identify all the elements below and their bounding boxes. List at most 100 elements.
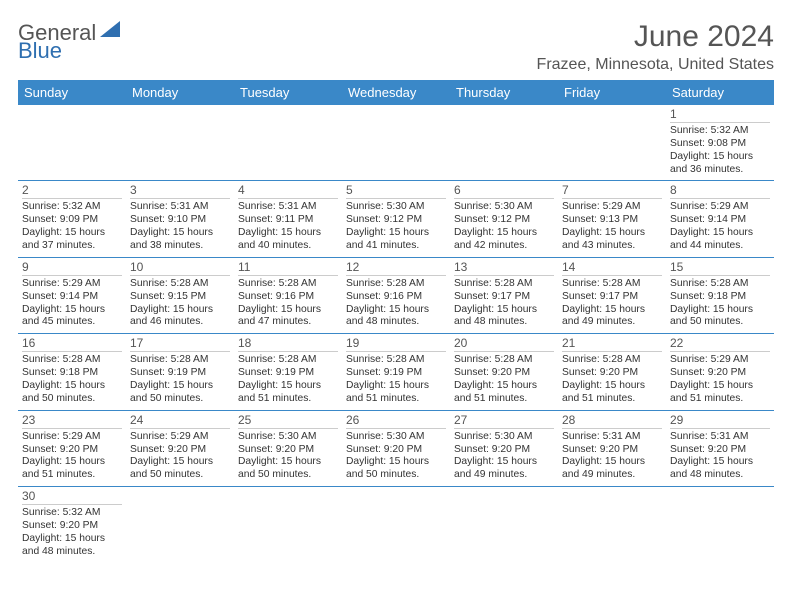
calendar-row: 1 Sunrise: 5:32 AMSunset: 9:08 PMDaylight…: [18, 105, 774, 181]
calendar-cell-empty: [558, 487, 666, 563]
calendar-cell: 20 Sunrise: 5:28 AMSunset: 9:20 PMDayligh…: [450, 334, 558, 410]
day-number: 1: [670, 107, 770, 123]
calendar-cell: 2 Sunrise: 5:32 AMSunset: 9:09 PMDaylight…: [18, 181, 126, 257]
sail-icon: [100, 21, 120, 37]
calendar-cell: 26 Sunrise: 5:30 AMSunset: 9:20 PMDayligh…: [342, 410, 450, 486]
day-number: 30: [22, 489, 122, 505]
month-title: June 2024: [537, 20, 774, 54]
day-number: 2: [22, 183, 122, 199]
day-details: Sunrise: 5:28 AMSunset: 9:20 PMDaylight:…: [562, 354, 662, 405]
day-details: Sunrise: 5:30 AMSunset: 9:20 PMDaylight:…: [238, 431, 338, 482]
day-details: Sunrise: 5:30 AMSunset: 9:12 PMDaylight:…: [346, 201, 446, 252]
day-number: 17: [130, 336, 230, 352]
day-number: 19: [346, 336, 446, 352]
day-details: Sunrise: 5:29 AMSunset: 9:20 PMDaylight:…: [130, 431, 230, 482]
calendar-cell: 9Sunrise: 5:29 AMSunset: 9:14 PMDaylight…: [18, 257, 126, 333]
calendar-cell-empty: [126, 487, 234, 563]
day-number: 5: [346, 183, 446, 199]
calendar-cell: 28Sunrise: 5:31 AMSunset: 9:20 PMDayligh…: [558, 410, 666, 486]
day-details: Sunrise: 5:31 AMSunset: 9:20 PMDaylight:…: [670, 431, 770, 482]
calendar-cell: 25 Sunrise: 5:30 AMSunset: 9:20 PMDayligh…: [234, 410, 342, 486]
calendar-cell-empty: [450, 487, 558, 563]
day-number: 14: [562, 260, 662, 276]
day-details: Sunrise: 5:31 AMSunset: 9:20 PMDaylight:…: [562, 431, 662, 482]
calendar-table: SundayMondayTuesdayWednesdayThursdayFrid…: [18, 80, 774, 563]
calendar-row: 30 Sunrise: 5:32 AMSunset: 9:20 PMDayligh…: [18, 487, 774, 563]
calendar-cell: 22Sunrise: 5:29 AMSunset: 9:20 PMDayligh…: [666, 334, 774, 410]
calendar-cell: 18 Sunrise: 5:28 AMSunset: 9:19 PMDayligh…: [234, 334, 342, 410]
day-number: 20: [454, 336, 554, 352]
calendar-cell-empty: [18, 105, 126, 181]
calendar-cell: 4Sunrise: 5:31 AMSunset: 9:11 PMDaylight…: [234, 181, 342, 257]
day-header: Thursday: [450, 80, 558, 105]
day-number: 16: [22, 336, 122, 352]
calendar-cell: 21 Sunrise: 5:28 AMSunset: 9:20 PMDayligh…: [558, 334, 666, 410]
calendar-cell: 24Sunrise: 5:29 AMSunset: 9:20 PMDayligh…: [126, 410, 234, 486]
calendar-cell: 11 Sunrise: 5:28 AMSunset: 9:16 PMDayligh…: [234, 257, 342, 333]
day-number: 12: [346, 260, 446, 276]
calendar-cell-empty: [234, 105, 342, 181]
calendar-cell: 5 Sunrise: 5:30 AMSunset: 9:12 PMDaylight…: [342, 181, 450, 257]
day-number: 4: [238, 183, 338, 199]
calendar-cell: 30 Sunrise: 5:32 AMSunset: 9:20 PMDayligh…: [18, 487, 126, 563]
calendar-cell: 8 Sunrise: 5:29 AMSunset: 9:14 PMDaylight…: [666, 181, 774, 257]
calendar-cell-empty: [450, 105, 558, 181]
calendar-row: 23 Sunrise: 5:29 AMSunset: 9:20 PMDayligh…: [18, 410, 774, 486]
calendar-head: SundayMondayTuesdayWednesdayThursdayFrid…: [18, 80, 774, 105]
day-details: Sunrise: 5:32 AMSunset: 9:09 PMDaylight:…: [22, 201, 122, 252]
calendar-cell-empty: [234, 487, 342, 563]
day-header: Saturday: [666, 80, 774, 105]
day-details: Sunrise: 5:28 AMSunset: 9:20 PMDaylight:…: [454, 354, 554, 405]
calendar-cell: 6 Sunrise: 5:30 AMSunset: 9:12 PMDaylight…: [450, 181, 558, 257]
day-number: 8: [670, 183, 770, 199]
title-block: June 2024 Frazee, Minnesota, United Stat…: [537, 20, 774, 74]
day-number: 18: [238, 336, 338, 352]
day-number: 27: [454, 413, 554, 429]
day-number: 15: [670, 260, 770, 276]
day-header: Friday: [558, 80, 666, 105]
calendar-body: 1 Sunrise: 5:32 AMSunset: 9:08 PMDaylight…: [18, 105, 774, 563]
calendar-cell-empty: [342, 105, 450, 181]
calendar-cell: 7Sunrise: 5:29 AMSunset: 9:13 PMDaylight…: [558, 181, 666, 257]
day-details: Sunrise: 5:28 AMSunset: 9:19 PMDaylight:…: [346, 354, 446, 405]
day-number: 26: [346, 413, 446, 429]
day-number: 23: [22, 413, 122, 429]
calendar-cell: 17Sunrise: 5:28 AMSunset: 9:19 PMDayligh…: [126, 334, 234, 410]
day-number: 25: [238, 413, 338, 429]
calendar-cell-empty: [666, 487, 774, 563]
day-number: 6: [454, 183, 554, 199]
calendar-cell: 16Sunrise: 5:28 AMSunset: 9:18 PMDayligh…: [18, 334, 126, 410]
day-details: Sunrise: 5:30 AMSunset: 9:12 PMDaylight:…: [454, 201, 554, 252]
calendar-row: 16Sunrise: 5:28 AMSunset: 9:18 PMDayligh…: [18, 334, 774, 410]
day-details: Sunrise: 5:29 AMSunset: 9:14 PMDaylight:…: [670, 201, 770, 252]
day-details: Sunrise: 5:30 AMSunset: 9:20 PMDaylight:…: [346, 431, 446, 482]
day-details: Sunrise: 5:32 AMSunset: 9:20 PMDaylight:…: [22, 507, 122, 558]
day-header: Tuesday: [234, 80, 342, 105]
day-details: Sunrise: 5:31 AMSunset: 9:10 PMDaylight:…: [130, 201, 230, 252]
day-details: Sunrise: 5:28 AMSunset: 9:19 PMDaylight:…: [238, 354, 338, 405]
day-details: Sunrise: 5:29 AMSunset: 9:20 PMDaylight:…: [22, 431, 122, 482]
day-number: 11: [238, 260, 338, 276]
page-header: General June 2024 Frazee, Minnesota, Uni…: [18, 20, 774, 74]
calendar-row: 2 Sunrise: 5:32 AMSunset: 9:09 PMDaylight…: [18, 181, 774, 257]
calendar-cell: 15Sunrise: 5:28 AMSunset: 9:18 PMDayligh…: [666, 257, 774, 333]
day-number: 29: [670, 413, 770, 429]
day-details: Sunrise: 5:30 AMSunset: 9:20 PMDaylight:…: [454, 431, 554, 482]
day-header: Sunday: [18, 80, 126, 105]
day-number: 22: [670, 336, 770, 352]
day-number: 21: [562, 336, 662, 352]
calendar-cell: 12Sunrise: 5:28 AMSunset: 9:16 PMDayligh…: [342, 257, 450, 333]
day-number: 9: [22, 260, 122, 276]
day-details: Sunrise: 5:28 AMSunset: 9:17 PMDaylight:…: [562, 278, 662, 329]
calendar-cell: 23 Sunrise: 5:29 AMSunset: 9:20 PMDayligh…: [18, 410, 126, 486]
calendar-cell-empty: [342, 487, 450, 563]
day-details: Sunrise: 5:32 AMSunset: 9:08 PMDaylight:…: [670, 125, 770, 176]
calendar-cell: 14 Sunrise: 5:28 AMSunset: 9:17 PMDayligh…: [558, 257, 666, 333]
day-details: Sunrise: 5:28 AMSunset: 9:16 PMDaylight:…: [238, 278, 338, 329]
day-number: 10: [130, 260, 230, 276]
calendar-cell: 1 Sunrise: 5:32 AMSunset: 9:08 PMDaylight…: [666, 105, 774, 181]
day-details: Sunrise: 5:28 AMSunset: 9:15 PMDaylight:…: [130, 278, 230, 329]
day-number: 7: [562, 183, 662, 199]
calendar-row: 9Sunrise: 5:29 AMSunset: 9:14 PMDaylight…: [18, 257, 774, 333]
day-number: 13: [454, 260, 554, 276]
